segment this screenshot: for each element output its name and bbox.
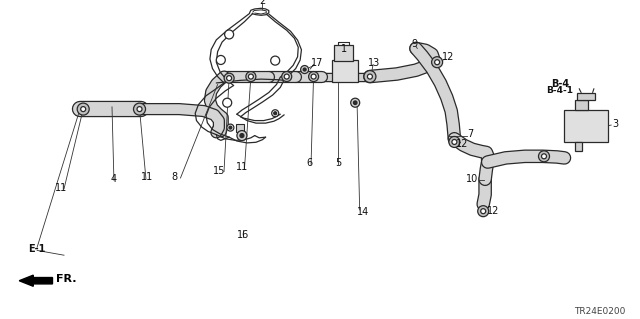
Circle shape — [364, 70, 376, 83]
Circle shape — [481, 209, 486, 214]
Circle shape — [137, 107, 142, 112]
Bar — [236, 123, 244, 132]
Bar — [575, 100, 588, 110]
Circle shape — [303, 68, 306, 71]
Text: 11: 11 — [141, 172, 154, 182]
Circle shape — [282, 71, 292, 82]
Circle shape — [227, 76, 232, 81]
Circle shape — [227, 124, 234, 131]
Text: E-1: E-1 — [28, 244, 46, 254]
Circle shape — [223, 98, 232, 107]
Circle shape — [538, 151, 550, 162]
Text: 12: 12 — [456, 138, 468, 149]
Circle shape — [301, 65, 308, 74]
Circle shape — [541, 154, 547, 159]
Bar — [334, 45, 353, 61]
Text: 5: 5 — [335, 158, 341, 168]
Circle shape — [240, 134, 244, 137]
Text: B-4-1: B-4-1 — [547, 86, 573, 95]
Circle shape — [274, 112, 276, 115]
Text: 7: 7 — [467, 129, 474, 139]
Text: 10: 10 — [466, 174, 479, 184]
Bar — [577, 93, 595, 100]
Circle shape — [353, 101, 357, 105]
Circle shape — [367, 74, 372, 79]
Circle shape — [224, 73, 234, 83]
Text: B-4: B-4 — [551, 78, 569, 89]
Circle shape — [311, 74, 316, 79]
Text: TR24E0200: TR24E0200 — [575, 307, 626, 315]
Circle shape — [134, 103, 145, 115]
Text: 11: 11 — [54, 182, 67, 193]
Text: 16: 16 — [237, 230, 250, 241]
Text: 2: 2 — [259, 0, 266, 6]
Circle shape — [229, 126, 232, 129]
Circle shape — [449, 137, 460, 147]
Text: 4: 4 — [111, 174, 117, 184]
Bar — [564, 110, 608, 142]
Text: 15: 15 — [212, 166, 225, 176]
Text: 17: 17 — [310, 58, 323, 68]
Circle shape — [248, 74, 253, 79]
Circle shape — [452, 139, 457, 145]
Circle shape — [216, 56, 225, 64]
Text: 9: 9 — [411, 39, 417, 49]
Circle shape — [308, 71, 319, 82]
Text: 11: 11 — [236, 162, 248, 173]
Circle shape — [477, 206, 489, 217]
Circle shape — [435, 60, 440, 65]
Circle shape — [272, 110, 278, 117]
Text: 12: 12 — [442, 52, 454, 63]
Circle shape — [351, 98, 360, 107]
Circle shape — [246, 71, 256, 82]
Circle shape — [237, 130, 247, 141]
Text: 12: 12 — [486, 205, 499, 216]
Circle shape — [225, 30, 234, 39]
Circle shape — [77, 103, 89, 115]
Text: FR.: FR. — [56, 274, 77, 284]
Circle shape — [431, 57, 443, 68]
Text: 6: 6 — [306, 158, 312, 168]
Text: 14: 14 — [356, 207, 369, 217]
Text: 3: 3 — [612, 119, 619, 129]
Bar — [575, 142, 582, 151]
Bar — [332, 60, 358, 82]
Text: 1: 1 — [340, 44, 347, 55]
Circle shape — [271, 56, 280, 65]
FancyArrow shape — [19, 275, 52, 286]
Circle shape — [284, 74, 289, 79]
Text: 8: 8 — [171, 172, 177, 182]
Text: 13: 13 — [368, 58, 381, 68]
Circle shape — [81, 107, 86, 112]
